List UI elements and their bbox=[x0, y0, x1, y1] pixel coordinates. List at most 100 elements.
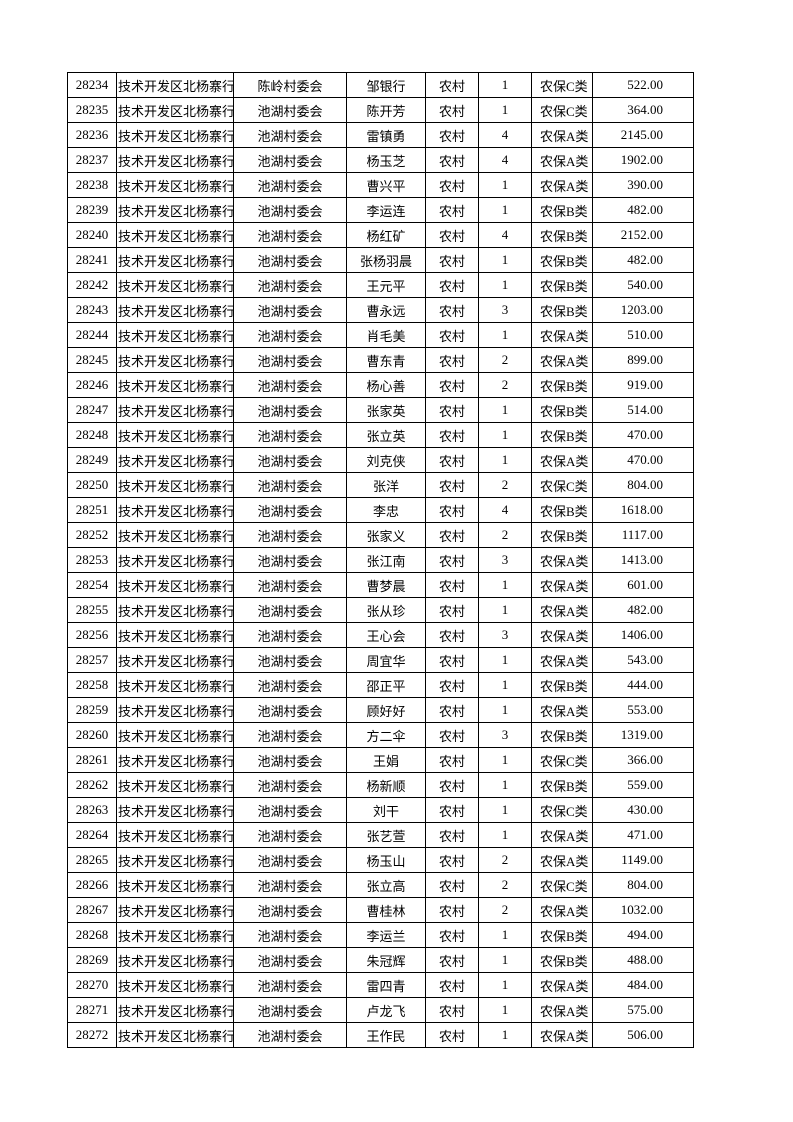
area-type: 农村 bbox=[425, 672, 479, 698]
table-row: 28268 技术开发区北杨寨行 池湖村委会 李运兰 农村 1 农保B类 494.00 bbox=[67, 922, 694, 948]
district: 技术开发区北杨寨行 bbox=[116, 347, 234, 373]
village-committee: 池湖村委会 bbox=[233, 472, 347, 498]
village-committee: 池湖村委会 bbox=[233, 672, 347, 698]
insurance-category: 农保C类 bbox=[531, 72, 593, 98]
area-type: 农村 bbox=[425, 297, 479, 323]
table-row: 28247 技术开发区北杨寨行 池湖村委会 张家英 农村 1 农保B类 514.00 bbox=[67, 397, 694, 423]
person-name: 刘干 bbox=[346, 797, 426, 823]
amount: 430.00 bbox=[592, 797, 694, 823]
insurance-category: 农保A类 bbox=[531, 1022, 593, 1048]
village-committee: 池湖村委会 bbox=[233, 772, 347, 798]
insurance-category: 农保A类 bbox=[531, 597, 593, 623]
person-name: 张家英 bbox=[346, 397, 426, 423]
household-count: 1 bbox=[478, 647, 532, 673]
amount: 1406.00 bbox=[592, 622, 694, 648]
table-row: 28252 技术开发区北杨寨行 池湖村委会 张家义 农村 2 农保B类 1117.00 bbox=[67, 522, 694, 548]
table-row: 28249 技术开发区北杨寨行 池湖村委会 刘克侠 农村 1 农保A类 470.00 bbox=[67, 447, 694, 473]
amount: 1902.00 bbox=[592, 147, 694, 173]
person-name: 张立高 bbox=[346, 872, 426, 898]
village-committee: 池湖村委会 bbox=[233, 872, 347, 898]
area-type: 农村 bbox=[425, 947, 479, 973]
household-count: 1 bbox=[478, 947, 532, 973]
record-id: 28267 bbox=[67, 897, 117, 923]
insurance-category: 农保B类 bbox=[531, 922, 593, 948]
record-id: 28254 bbox=[67, 572, 117, 598]
amount: 390.00 bbox=[592, 172, 694, 198]
village-committee: 池湖村委会 bbox=[233, 947, 347, 973]
village-committee: 池湖村委会 bbox=[233, 222, 347, 248]
district: 技术开发区北杨寨行 bbox=[116, 747, 234, 773]
record-id: 28244 bbox=[67, 322, 117, 348]
record-id: 28270 bbox=[67, 972, 117, 998]
record-id: 28236 bbox=[67, 122, 117, 148]
record-id: 28246 bbox=[67, 372, 117, 398]
household-count: 1 bbox=[478, 922, 532, 948]
household-count: 1 bbox=[478, 772, 532, 798]
household-count: 1 bbox=[478, 797, 532, 823]
insurance-category: 农保A类 bbox=[531, 847, 593, 873]
district: 技术开发区北杨寨行 bbox=[116, 997, 234, 1023]
district: 技术开发区北杨寨行 bbox=[116, 722, 234, 748]
person-name: 张家义 bbox=[346, 522, 426, 548]
table-row: 28242 技术开发区北杨寨行 池湖村委会 王元平 农村 1 农保B类 540.00 bbox=[67, 272, 694, 298]
village-committee: 池湖村委会 bbox=[233, 822, 347, 848]
person-name: 朱冠辉 bbox=[346, 947, 426, 973]
record-id: 28252 bbox=[67, 522, 117, 548]
table-row: 28267 技术开发区北杨寨行 池湖村委会 曹桂林 农村 2 农保A类 1032.00 bbox=[67, 897, 694, 923]
district: 技术开发区北杨寨行 bbox=[116, 272, 234, 298]
table-row: 28250 技术开发区北杨寨行 池湖村委会 张洋 农村 2 农保C类 804.00 bbox=[67, 472, 694, 498]
household-count: 1 bbox=[478, 447, 532, 473]
village-committee: 池湖村委会 bbox=[233, 797, 347, 823]
amount: 553.00 bbox=[592, 697, 694, 723]
district: 技术开发区北杨寨行 bbox=[116, 622, 234, 648]
record-id: 28260 bbox=[67, 722, 117, 748]
household-count: 1 bbox=[478, 272, 532, 298]
person-name: 周宜华 bbox=[346, 647, 426, 673]
person-name: 李忠 bbox=[346, 497, 426, 523]
table-row: 28238 技术开发区北杨寨行 池湖村委会 曹兴平 农村 1 农保A类 390.00 bbox=[67, 172, 694, 198]
record-id: 28247 bbox=[67, 397, 117, 423]
area-type: 农村 bbox=[425, 797, 479, 823]
household-count: 1 bbox=[478, 672, 532, 698]
amount: 559.00 bbox=[592, 772, 694, 798]
person-name: 雷镇勇 bbox=[346, 122, 426, 148]
insurance-category: 农保A类 bbox=[531, 122, 593, 148]
household-count: 1 bbox=[478, 747, 532, 773]
table-row: 28261 技术开发区北杨寨行 池湖村委会 王娟 农村 1 农保C类 366.00 bbox=[67, 747, 694, 773]
amount: 514.00 bbox=[592, 397, 694, 423]
amount: 540.00 bbox=[592, 272, 694, 298]
record-id: 28255 bbox=[67, 597, 117, 623]
area-type: 农村 bbox=[425, 997, 479, 1023]
area-type: 农村 bbox=[425, 97, 479, 123]
insurance-category: 农保A类 bbox=[531, 897, 593, 923]
person-name: 王作民 bbox=[346, 1022, 426, 1048]
table-row: 28269 技术开发区北杨寨行 池湖村委会 朱冠辉 农村 1 农保B类 488.00 bbox=[67, 947, 694, 973]
insurance-category: 农保A类 bbox=[531, 822, 593, 848]
district: 技术开发区北杨寨行 bbox=[116, 322, 234, 348]
area-type: 农村 bbox=[425, 147, 479, 173]
household-count: 4 bbox=[478, 222, 532, 248]
table-row: 28254 技术开发区北杨寨行 池湖村委会 曹梦晨 农村 1 农保A类 601.00 bbox=[67, 572, 694, 598]
insurance-category: 农保B类 bbox=[531, 772, 593, 798]
record-id: 28257 bbox=[67, 647, 117, 673]
person-name: 李运兰 bbox=[346, 922, 426, 948]
record-id: 28262 bbox=[67, 772, 117, 798]
village-committee: 池湖村委会 bbox=[233, 697, 347, 723]
table-row: 28235 技术开发区北杨寨行 池湖村委会 陈开芳 农村 1 农保C类 364.00 bbox=[67, 97, 694, 123]
insurance-category: 农保B类 bbox=[531, 947, 593, 973]
insurance-category: 农保B类 bbox=[531, 222, 593, 248]
household-count: 4 bbox=[478, 147, 532, 173]
person-name: 李运连 bbox=[346, 197, 426, 223]
amount: 1032.00 bbox=[592, 897, 694, 923]
data-table: 28234 技术开发区北杨寨行 陈岭村委会 邹银行 农村 1 农保C类 522.00 28235… bbox=[67, 72, 694, 1048]
amount: 2145.00 bbox=[592, 122, 694, 148]
household-count: 4 bbox=[478, 497, 532, 523]
table-row: 28258 技术开发区北杨寨行 池湖村委会 邵正平 农村 1 农保B类 444.00 bbox=[67, 672, 694, 698]
district: 技术开发区北杨寨行 bbox=[116, 472, 234, 498]
household-count: 1 bbox=[478, 397, 532, 423]
area-type: 农村 bbox=[425, 922, 479, 948]
village-committee: 池湖村委会 bbox=[233, 397, 347, 423]
insurance-category: 农保B类 bbox=[531, 272, 593, 298]
village-committee: 池湖村委会 bbox=[233, 447, 347, 473]
area-type: 农村 bbox=[425, 822, 479, 848]
